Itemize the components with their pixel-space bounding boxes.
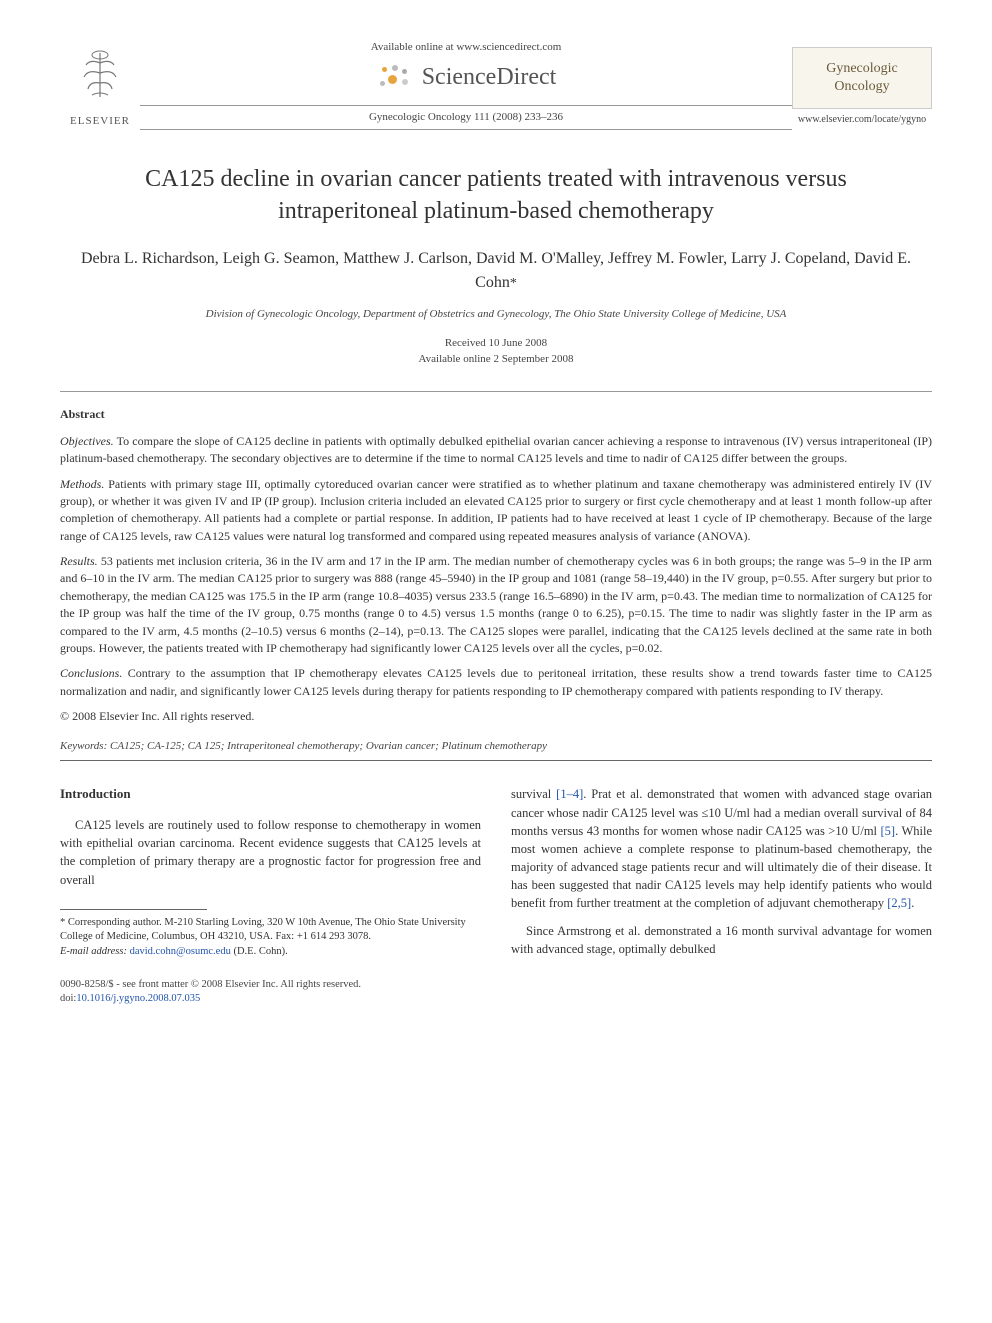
ref-5[interactable]: [5] [881, 824, 896, 838]
affiliation: Division of Gynecologic Oncology, Depart… [60, 307, 932, 322]
keywords-text: CA125; CA-125; CA 125; Intraperitoneal c… [107, 740, 547, 752]
abstract-heading: Abstract [60, 406, 932, 423]
sciencedirect-logo: ScienceDirect [140, 61, 792, 95]
available-online-text: Available online at www.sciencedirect.co… [140, 40, 792, 55]
abstract-results: Results. 53 patients met inclusion crite… [60, 553, 932, 657]
corresponding-asterisk: * [510, 276, 517, 291]
authors: Debra L. Richardson, Leigh G. Seamon, Ma… [60, 247, 932, 295]
journal-cover: Gynecologic Oncology [792, 47, 932, 109]
email-footnote: E-mail address: david.cohn@osumc.edu (D.… [60, 945, 481, 960]
header: ELSEVIER Available online at www.science… [60, 40, 932, 134]
online-date: Available online 2 September 2008 [60, 352, 932, 367]
doi-line: doi:10.1016/j.ygyno.2008.07.035 [60, 992, 481, 1007]
ref-1-4[interactable]: [1–4] [556, 787, 583, 801]
keywords-rule [60, 760, 932, 761]
doi-link[interactable]: 10.1016/j.ygyno.2008.07.035 [76, 993, 200, 1004]
article-title: CA125 decline in ovarian cancer patients… [100, 164, 892, 226]
ref-2-5[interactable]: [2,5] [887, 896, 911, 910]
author-list: Debra L. Richardson, Leigh G. Seamon, Ma… [81, 250, 911, 291]
introduction-heading: Introduction [60, 785, 481, 804]
corresponding-footnote: * Corresponding author. M-210 Starling L… [60, 916, 481, 945]
email-suffix: (D.E. Cohn). [231, 946, 288, 957]
article-dates: Received 10 June 2008 Available online 2… [60, 336, 932, 367]
objectives-label: Objectives. [60, 434, 114, 448]
citation: Gynecologic Oncology 111 (2008) 233–236 [140, 110, 792, 125]
publisher-logo: ELSEVIER [60, 45, 140, 130]
column-right: survival [1–4]. Prat et al. demonstrated… [511, 785, 932, 1007]
journal-box: Gynecologic Oncology www.elsevier.com/lo… [792, 47, 932, 127]
sciencedirect-dots-icon [376, 63, 416, 93]
header-rule-2 [140, 129, 792, 130]
abstract-conclusions: Conclusions. Contrary to the assumption … [60, 665, 932, 700]
publisher-name: ELSEVIER [60, 114, 140, 129]
journal-url: www.elsevier.com/locate/ygyno [792, 113, 932, 127]
objectives-text: To compare the slope of CA125 decline in… [60, 434, 932, 465]
corr-label: * Corresponding author. [60, 917, 162, 928]
footnote-separator [60, 909, 207, 910]
column-left: Introduction CA125 levels are routinely … [60, 785, 481, 1007]
col2-paragraph-1: survival [1–4]. Prat et al. demonstrated… [511, 785, 932, 912]
doi-label: doi: [60, 993, 76, 1004]
abstract-top-rule [60, 391, 932, 392]
c2p1a: survival [511, 787, 556, 801]
sciencedirect-text: ScienceDirect [422, 61, 557, 95]
results-label: Results. [60, 554, 98, 568]
col2-paragraph-2: Since Armstrong et al. demonstrated a 16… [511, 922, 932, 958]
results-text: 53 patients met inclusion criteria, 36 i… [60, 554, 932, 655]
journal-name-1: Gynecologic [801, 60, 923, 78]
email-label: E-mail address: [60, 946, 127, 957]
elsevier-tree-icon [70, 45, 130, 105]
keywords-label: Keywords: [60, 740, 107, 752]
methods-text: Patients with primary stage III, optimal… [60, 477, 932, 543]
footer-block: 0090-8258/$ - see front matter © 2008 El… [60, 978, 481, 1007]
conclusions-label: Conclusions. [60, 666, 122, 680]
abstract-copyright: © 2008 Elsevier Inc. All rights reserved… [60, 708, 932, 725]
methods-label: Methods. [60, 477, 104, 491]
email-link[interactable]: david.cohn@osumc.edu [127, 946, 231, 957]
journal-name-2: Oncology [801, 78, 923, 96]
received-date: Received 10 June 2008 [60, 336, 932, 351]
keywords-line: Keywords: CA125; CA-125; CA 125; Intrape… [60, 739, 932, 754]
abstract-objectives: Objectives. To compare the slope of CA12… [60, 433, 932, 468]
conclusions-text: Contrary to the assumption that IP chemo… [60, 666, 932, 697]
c2p1d: . [911, 896, 914, 910]
header-rule [140, 105, 792, 106]
front-matter-line: 0090-8258/$ - see front matter © 2008 El… [60, 978, 481, 993]
center-header: Available online at www.sciencedirect.co… [140, 40, 792, 134]
body-columns: Introduction CA125 levels are routinely … [60, 785, 932, 1007]
abstract-methods: Methods. Patients with primary stage III… [60, 476, 932, 546]
intro-paragraph-1: CA125 levels are routinely used to follo… [60, 816, 481, 889]
